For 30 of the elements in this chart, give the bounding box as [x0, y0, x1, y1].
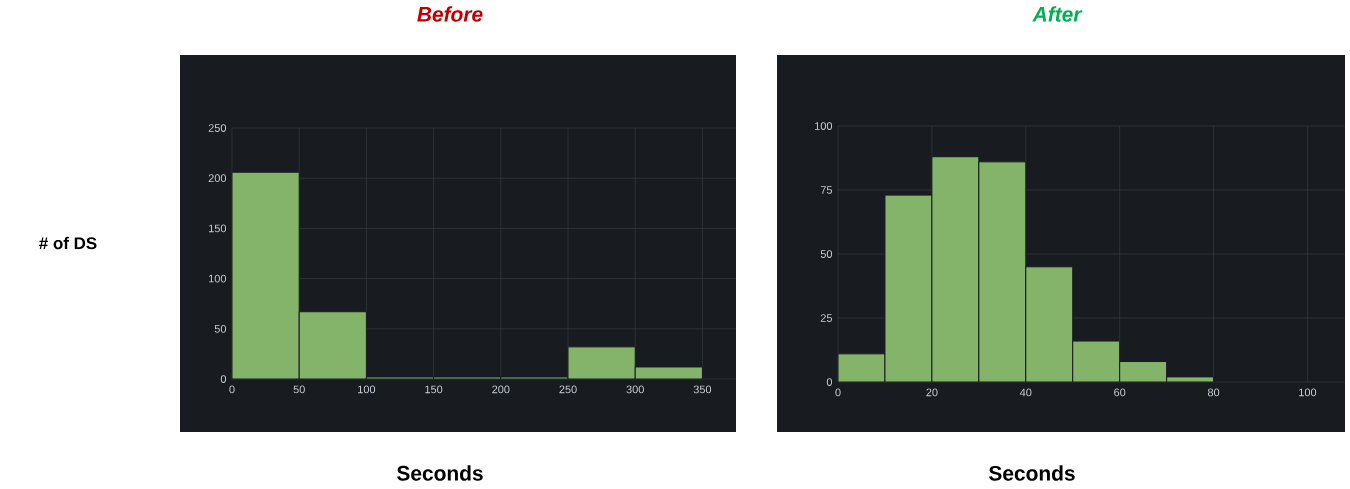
y-tick-label: 50	[214, 324, 227, 333]
x-tick-label: 100	[1299, 388, 1317, 397]
y-tick-label: 100	[815, 122, 833, 130]
y-tick-label: 0	[826, 378, 833, 386]
x-tick-label: 80	[1207, 388, 1220, 397]
x-tick-label: 40	[1019, 388, 1032, 397]
x-tick-label: 150	[425, 385, 443, 394]
y-tick-label: 200	[208, 174, 227, 183]
y-tick-label: 150	[209, 224, 227, 233]
x-axis-title: Seconds	[397, 465, 483, 481]
x-tick-label: 20	[926, 388, 938, 397]
x-tick-label: 300	[626, 385, 644, 394]
x-tick-label: 200	[492, 385, 510, 394]
x-tick-label: 0	[229, 385, 235, 394]
y-tick-label: 0	[220, 375, 227, 383]
y-tick-label: 100	[209, 274, 227, 283]
y-axis-title: # of DS	[39, 236, 97, 250]
chart-title: Before	[417, 6, 483, 22]
y-tick-label: 250	[208, 124, 227, 132]
x-axis-title: Seconds	[989, 465, 1075, 481]
x-tick-label: 100	[358, 385, 376, 394]
y-tick-label: 50	[820, 250, 833, 258]
y-tick-label: 75	[820, 186, 833, 194]
y-tick-label: 25	[820, 314, 833, 322]
x-tick-label: 0	[835, 388, 841, 397]
x-tick-label: 50	[293, 385, 305, 394]
x-tick-label: 250	[559, 385, 577, 394]
x-tick-label: 60	[1114, 388, 1126, 397]
chart-title: After	[1032, 6, 1083, 22]
x-tick-label: 350	[693, 385, 712, 394]
